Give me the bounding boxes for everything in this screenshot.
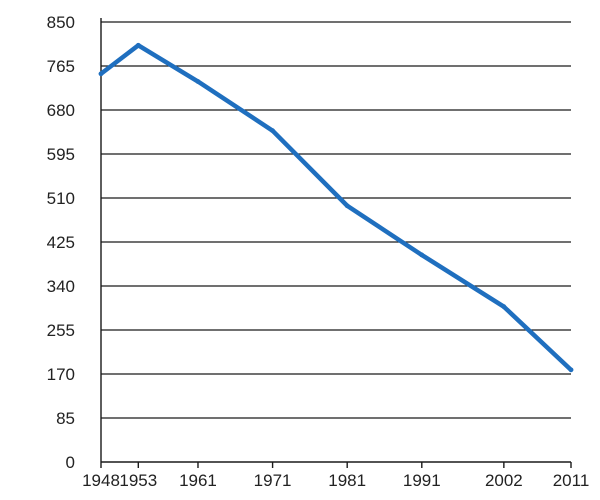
y-tick-label: 680	[47, 101, 75, 120]
data-point	[419, 252, 425, 258]
data-point	[195, 79, 201, 84]
data-point	[501, 304, 507, 310]
x-tick-labels: 1948 1953 1961 1971 1981 1991 2002 2011	[82, 471, 589, 490]
axes	[100, 18, 572, 468]
y-tick-label: 765	[47, 57, 75, 76]
y-tick-label: 0	[66, 453, 75, 472]
x-tick-label: 1961	[179, 471, 217, 490]
y-tick-label: 85	[56, 409, 75, 428]
y-tick-label: 850	[47, 13, 75, 32]
x-tick-label: 2002	[485, 471, 523, 490]
gridlines	[101, 21, 571, 419]
data-point	[568, 367, 574, 373]
y-tick-label: 340	[47, 277, 75, 296]
y-tick-label: 170	[47, 365, 75, 384]
y-tick-label: 510	[47, 189, 75, 208]
x-tick-label: 1981	[328, 471, 366, 490]
series	[98, 42, 574, 373]
y-tick-label: 425	[47, 233, 75, 252]
y-tick-labels: 0 85 170 255 340 425 510 595 680 765 850	[47, 13, 75, 472]
x-tick-label: 2011	[553, 471, 590, 490]
x-tick-label: 1953	[119, 471, 157, 490]
data-point	[270, 128, 275, 134]
y-tick-label: 255	[47, 321, 75, 340]
y-tick-label: 595	[47, 145, 75, 164]
data-point	[344, 203, 350, 209]
x-tick-label: 1991	[403, 471, 441, 490]
data-point	[135, 42, 141, 48]
x-tick-label: 1971	[254, 471, 292, 490]
data-point	[98, 71, 104, 77]
series-line-0	[98, 43, 574, 373]
x-tick-label: 1948	[82, 471, 120, 490]
